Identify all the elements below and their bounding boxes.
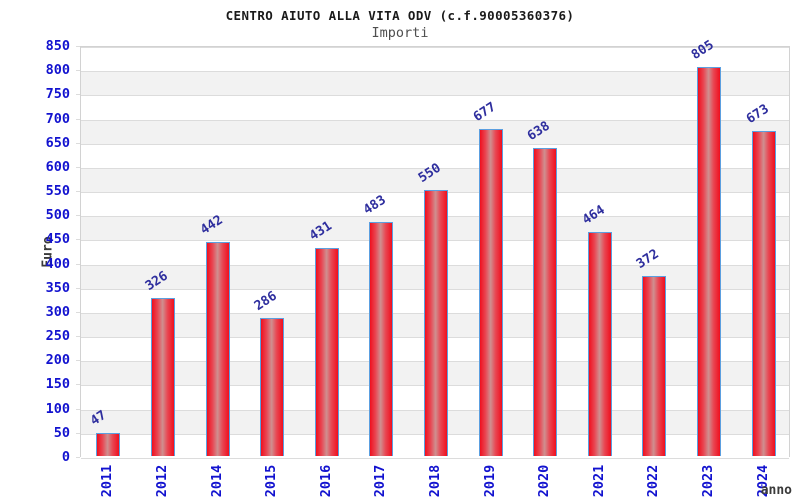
y-tickmark bbox=[76, 215, 80, 217]
x-tick-label: 2018 bbox=[427, 464, 443, 498]
x-tick-label: 2015 bbox=[263, 464, 280, 498]
y-tickmark bbox=[76, 239, 80, 241]
bar-2021 bbox=[587, 231, 612, 456]
bar-2011 bbox=[96, 433, 121, 456]
bar-2019 bbox=[478, 128, 503, 456]
plot-band bbox=[81, 119, 789, 145]
x-tick-label: 2014 bbox=[208, 464, 225, 498]
y-tick-label: 700 bbox=[45, 110, 70, 127]
y-tick-label: 100 bbox=[45, 400, 70, 417]
bar-2014 bbox=[205, 242, 230, 456]
x-tick-label: 2022 bbox=[645, 464, 662, 498]
y-tickmark bbox=[76, 46, 80, 47]
y-tick-label: 150 bbox=[45, 376, 70, 393]
bar-2017 bbox=[369, 222, 394, 456]
y-tick-label: 50 bbox=[53, 424, 70, 441]
y-tickmark bbox=[76, 191, 80, 193]
y-tick-label: 450 bbox=[45, 231, 70, 248]
bar-2015 bbox=[260, 317, 285, 456]
plot-band bbox=[81, 71, 789, 96]
y-tick-label: 500 bbox=[45, 207, 70, 224]
y-tickmark bbox=[76, 311, 80, 313]
y-tickmark bbox=[76, 336, 80, 338]
gridline bbox=[81, 47, 789, 48]
x-tick-label: 2021 bbox=[590, 464, 607, 498]
bar-2018 bbox=[424, 190, 448, 456]
y-tick-label: 850 bbox=[45, 38, 70, 54]
y-tick-label: 250 bbox=[45, 328, 70, 345]
plot-band bbox=[81, 47, 789, 72]
x-tick-label: 2019 bbox=[481, 464, 498, 498]
y-tickmark bbox=[76, 408, 80, 410]
y-tickmark bbox=[76, 142, 80, 144]
gridline bbox=[81, 143, 789, 145]
gridline bbox=[81, 119, 789, 121]
gridline bbox=[81, 71, 789, 73]
plot-band bbox=[81, 167, 789, 193]
y-tickmark bbox=[76, 118, 80, 120]
bar-2016 bbox=[314, 247, 339, 456]
plot-band bbox=[81, 95, 789, 121]
x-tick-label: 2016 bbox=[317, 464, 334, 498]
gridline bbox=[81, 458, 789, 459]
y-tickmark bbox=[76, 166, 80, 168]
plot-area: 47 326 442 286 431 483 550 677 638 464 372 805 673 bbox=[80, 37, 790, 459]
y-tick-label: 800 bbox=[45, 62, 70, 79]
y-tick-label: 550 bbox=[45, 183, 70, 200]
x-axis-label: anno bbox=[760, 483, 792, 498]
x-tick-label: 2017 bbox=[372, 464, 389, 498]
y-tick-label: 650 bbox=[45, 134, 70, 151]
chart-title: CENTRO AIUTO ALLA VITA ODV (c.f.90005360… bbox=[225, 8, 575, 23]
bar-2022 bbox=[642, 276, 667, 456]
y-tickmark bbox=[76, 457, 80, 458]
x-tick-label: 2012 bbox=[153, 464, 170, 498]
y-tickmark bbox=[76, 263, 80, 265]
x-tick-label: 2011 bbox=[99, 464, 116, 498]
y-tickmark bbox=[76, 287, 80, 289]
y-tick-label: 750 bbox=[45, 86, 70, 103]
gridline bbox=[81, 95, 789, 97]
y-tick-label: 300 bbox=[45, 303, 70, 320]
y-tickmark bbox=[76, 432, 80, 434]
y-tick-label: 600 bbox=[45, 158, 70, 175]
gridline bbox=[81, 167, 789, 169]
bar-2024 bbox=[751, 130, 776, 456]
y-tickmark bbox=[76, 70, 80, 72]
x-tick-label: 2023 bbox=[700, 464, 717, 498]
y-tick-label: 350 bbox=[45, 279, 70, 296]
y-tick-label: 400 bbox=[45, 255, 70, 272]
bar-2023 bbox=[697, 66, 722, 456]
y-tickmark bbox=[76, 360, 80, 362]
bar-2020 bbox=[533, 147, 558, 456]
y-tickmark bbox=[76, 384, 80, 386]
x-tick-label: 2020 bbox=[536, 464, 553, 498]
bar-2012 bbox=[150, 298, 175, 456]
chart-subtitle: Importi bbox=[371, 25, 429, 41]
y-tick-label: 200 bbox=[45, 352, 70, 369]
plot-band bbox=[81, 143, 789, 169]
y-tick-label: 0 bbox=[61, 449, 70, 465]
y-tickmark bbox=[76, 94, 80, 96]
